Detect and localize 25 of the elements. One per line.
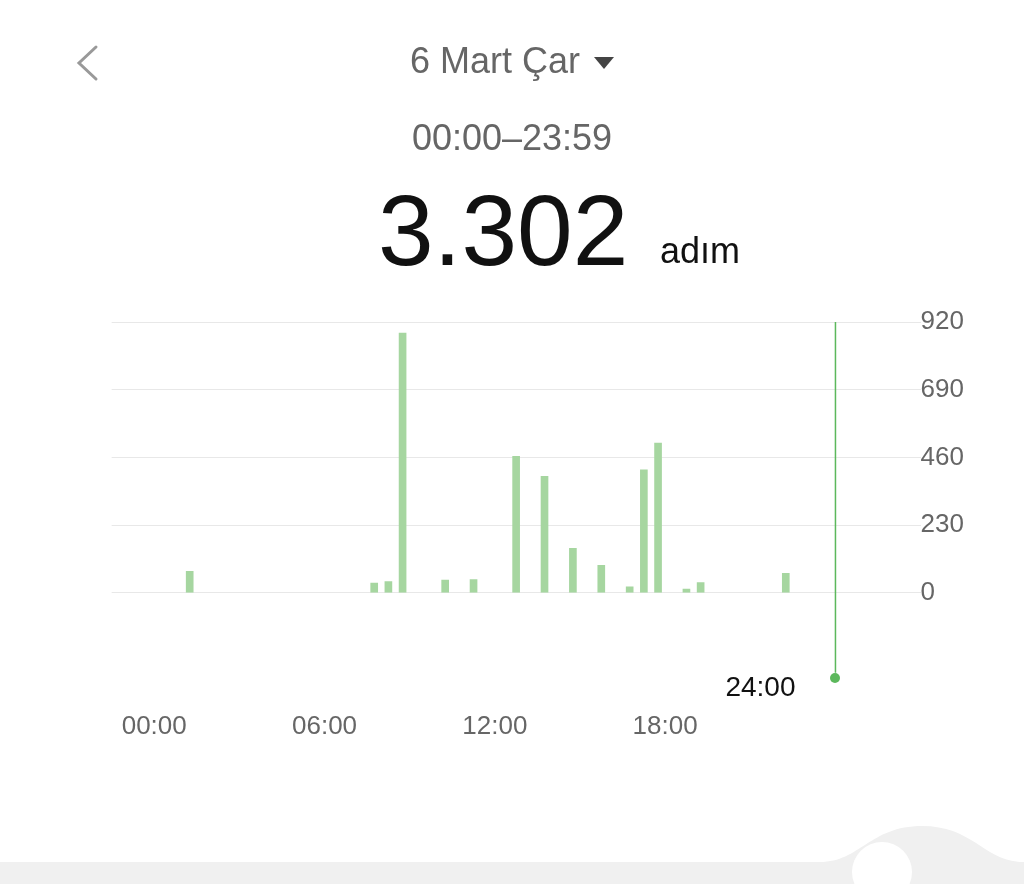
bar [640,469,648,593]
bar [569,548,577,593]
x-tick-label: 00:00 [121,709,187,740]
bar [398,332,407,593]
x-tick-label: 12:00 [462,709,528,740]
bar [512,455,520,593]
text: 3.302 [378,174,629,286]
text: adım [660,230,741,272]
y-tick-label: 0 [920,575,936,606]
chart-subtitle: 00:00–23:59 [410,117,614,159]
bar [654,442,662,593]
bar [370,582,379,593]
y-tick-label: 920 [920,305,965,336]
y-tick-label: 690 [920,372,965,403]
chart-title: 6 Mart Çar [409,40,581,81]
x-tick-label: 18:00 [632,709,698,740]
y-tick-label: 460 [920,440,965,471]
bar [597,565,606,593]
bar [441,579,449,593]
bar [185,570,194,593]
y-tick-label: 230 [920,508,965,539]
bar [540,475,549,593]
ref-line-label: 24:00 [725,670,796,702]
bar [781,573,790,593]
x-tick-label: 06:00 [291,709,358,740]
